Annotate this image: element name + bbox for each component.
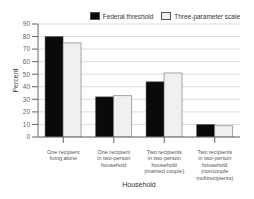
svg-text:Percent: Percent [12, 68, 19, 92]
svg-text:80: 80 [23, 33, 31, 40]
svg-text:10: 10 [23, 121, 31, 128]
svg-text:70: 70 [23, 45, 31, 52]
svg-text:Two recipientsin two-personhou: Two recipientsin two-personhousehold(mar… [144, 149, 184, 174]
svg-text:40: 40 [23, 83, 31, 90]
svg-text:Household: Household [122, 181, 156, 188]
html-text:Three-parameter scale: Three-parameter scale [174, 12, 240, 20]
svg-text:60: 60 [23, 58, 31, 65]
svg-text:0: 0 [26, 133, 30, 140]
svg-text:One recipientin two-personhous: One recipientin two-personhousehold [97, 149, 130, 168]
svg-text:90: 90 [23, 20, 31, 27]
svg-text:Two recipientsin two-personhou: Two recipientsin two-personhousehold(non… [196, 149, 233, 181]
svg-text:20: 20 [23, 108, 31, 115]
html-text:Federal threshold: Federal threshold [102, 12, 154, 20]
svg-text:50: 50 [23, 71, 31, 78]
svg-text:One recipientliving alone: One recipientliving alone [47, 149, 80, 161]
svg-text:30: 30 [23, 96, 31, 103]
